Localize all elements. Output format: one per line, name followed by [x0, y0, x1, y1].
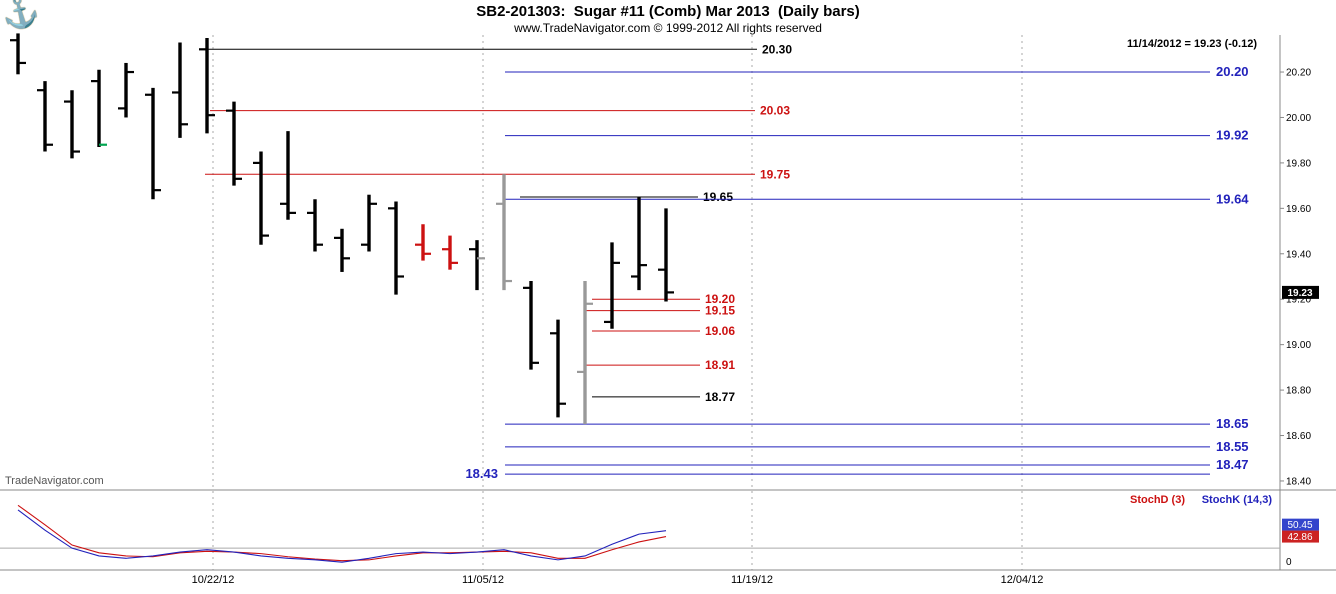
stoch-k-label: StochK (14,3): [1202, 494, 1273, 506]
price-tick-label: 18.60: [1286, 431, 1311, 442]
price-bar: [199, 37, 215, 134]
price-tick-label: 18.80: [1286, 386, 1311, 397]
last-price-badge: [1282, 285, 1319, 299]
level-label: 19.65: [703, 190, 733, 204]
price-tick-label: 19.00: [1286, 340, 1311, 351]
date-tick-label: 10/22/12: [192, 574, 235, 586]
price-bar: [118, 62, 134, 118]
level-label: 18.65: [1216, 416, 1249, 431]
last-quote-readout: 11/14/2012 = 19.23 (-0.12): [1127, 38, 1257, 50]
copyright-line: www.TradeNavigator.com © 1999-2012 All r…: [514, 21, 822, 35]
price-bar: [415, 224, 431, 261]
price-bar: [172, 42, 188, 138]
price-bar: [37, 81, 53, 152]
price-tick-label: 19.80: [1286, 158, 1311, 169]
chart-title: SB2-201303: Sugar #11 (Comb) Mar 2013 (D…: [476, 3, 860, 20]
level-label: 19.92: [1216, 128, 1249, 143]
level-label: 20.30: [762, 42, 792, 56]
price-bar: [577, 281, 593, 425]
date-tick-label: 12/04/12: [1001, 574, 1044, 586]
price-tick-label: 19.60: [1286, 204, 1311, 215]
stoch-k-value-label: 50.45: [1287, 520, 1312, 531]
level-label: 20.20: [1216, 64, 1249, 79]
price-tick-label: 20.20: [1286, 68, 1311, 79]
level-label: 19.64: [1216, 191, 1249, 206]
price-bar: [442, 235, 458, 270]
level-label: 19.75: [760, 167, 790, 181]
price-tick-label: 18.40: [1286, 476, 1311, 487]
price-bar: [550, 319, 566, 418]
price-bar: [145, 87, 161, 200]
stoch-zero-label: 0: [1286, 557, 1292, 568]
price-bar: [604, 242, 620, 329]
price-bar: [523, 281, 539, 370]
stoch-d-value-badge: [1282, 530, 1319, 543]
price-bar: [334, 228, 350, 272]
price-bar: [658, 208, 674, 302]
price-tick-label: 19.20: [1286, 295, 1311, 306]
level-label: 18.47: [1216, 457, 1249, 472]
price-bar: [91, 69, 107, 148]
stoch-d-label: StochD (3): [1130, 494, 1185, 506]
level-label: 19.15: [705, 304, 735, 318]
level-label: 20.03: [760, 104, 790, 118]
stoch-d-value-label: 42.86: [1287, 532, 1312, 543]
watermark-label: TradeNavigator.com: [5, 475, 104, 487]
price-bar: [226, 101, 242, 186]
level-label: 18.91: [705, 358, 735, 372]
level-label: 18.77: [705, 390, 735, 404]
level-label: 19.20: [705, 292, 735, 306]
level-label: 18.43: [465, 466, 498, 481]
price-tick-label: 19.40: [1286, 249, 1311, 260]
last-price-badge-label: 19.23: [1287, 288, 1312, 299]
price-bar: [631, 196, 647, 291]
price-bar: [280, 131, 296, 220]
level-label: 18.55: [1216, 439, 1249, 454]
date-tick-label: 11/05/12: [462, 574, 504, 586]
price-bar: [253, 151, 269, 245]
price-bar: [469, 240, 485, 291]
price-bar: [496, 174, 512, 291]
stoch-k-value-badge: [1282, 518, 1319, 531]
price-bar: [388, 201, 404, 295]
date-tick-label: 11/19/12: [731, 574, 773, 586]
stoch-k-line: [17, 509, 667, 563]
price-bar: [307, 199, 323, 252]
price-bar: [64, 90, 80, 159]
price-bar: [10, 33, 26, 75]
price-tick-label: 20.00: [1286, 113, 1311, 124]
price-bar: [361, 194, 377, 252]
stoch-d-line: [17, 504, 667, 562]
level-label: 19.06: [705, 324, 735, 338]
